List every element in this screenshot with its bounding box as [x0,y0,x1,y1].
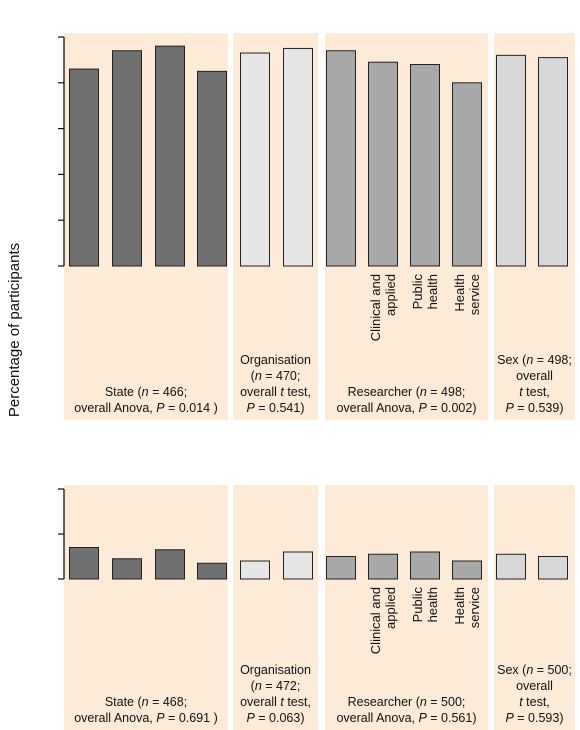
bar-laboratory [326,556,356,580]
group-band-sex [494,485,575,730]
category-label-health-service: Healthservice [452,274,482,315]
bar-male [496,54,526,267]
category-label-health-service: Healthservice [452,587,482,628]
category-label-clinical-and-applied: Clinical andapplied [368,587,398,654]
group-note-organisation: Organisation [240,353,311,367]
group-note-sex: overall [516,679,553,693]
bar-sa [197,70,227,267]
group-note-organisation: overall t test, [240,695,311,709]
bar-institute [283,551,313,580]
bar-sa [197,562,227,580]
group-note-researcher: overall Anova, P = 0.002) [336,401,476,415]
category-label-public-health: Publichealth [410,274,440,310]
bar-female [538,57,568,267]
panel-b-satisfaction: State (n = 468; overall Anova, P = 0.691 … [58,485,575,730]
bar-nsw [69,68,99,267]
group-band-researcher [325,485,488,730]
bar-female [538,556,568,580]
group-note-organisation: Organisation [240,663,311,677]
group-note-sex: Sex (n = 500; [497,663,572,677]
group-note-state: overall Anova, P = 0.691 ) [74,711,218,725]
bar-clinical-and-applied [368,61,398,267]
bar-university [240,560,270,580]
group-note-sex: P = 0.593) [505,711,563,725]
group-note-sex: t test, [519,385,550,399]
group-note-sex: t test, [519,695,550,709]
bar-health-service [452,82,482,267]
group-note-sex: overall [516,369,553,383]
bar-male [496,553,526,580]
group-note-researcher: overall Anova, P = 0.561) [336,711,476,725]
bar-clinical-and-applied [368,553,398,580]
group-note-organisation: P = 0.063) [246,711,304,725]
group-note-state: State (n = 468; [105,695,187,709]
bar-wa [155,45,185,267]
category-label-clinical-and-applied: Clinical andapplied [368,274,398,341]
y-axis-label: Percentage of participants [6,243,23,417]
group-note-organisation: overall t test, [240,385,311,399]
group-note-state: overall Anova, P = 0.014 ) [74,401,218,415]
group-note-organisation: (n = 470; [251,369,301,383]
bar-victoria [112,558,142,580]
panel-a-importance: State (n = 466; overall Anova, P = 0.014 … [58,33,575,420]
bar-institute [283,47,313,267]
group-note-organisation: (n = 472; [251,679,301,693]
group-note-sex: P = 0.539) [505,401,563,415]
bar-health-service [452,560,482,580]
bar-laboratory [326,50,356,267]
group-band-organisation [233,485,318,730]
group-note-organisation: P = 0.541) [246,401,304,415]
group-band-state [64,485,228,730]
bar-university [240,52,270,267]
group-note-state: State (n = 466; [105,385,187,399]
bar-nsw [69,547,99,580]
category-label-public-health: Publichealth [410,587,440,623]
bar-public-health [410,63,440,267]
bar-public-health [410,551,440,580]
group-note-researcher: Researcher (n = 498; [348,385,466,399]
group-note-researcher: Researcher (n = 500; [348,695,466,709]
bar-victoria [112,50,142,267]
group-note-sex: Sex (n = 498; [497,353,572,367]
bar-wa [155,549,185,580]
